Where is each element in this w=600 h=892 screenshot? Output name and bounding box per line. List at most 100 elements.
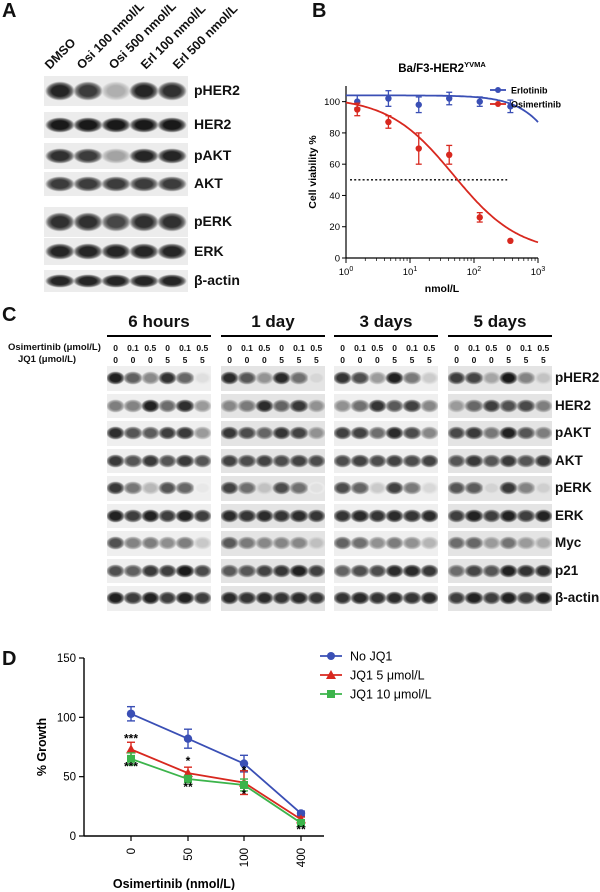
blot-band bbox=[385, 563, 405, 578]
blot-band bbox=[533, 481, 552, 496]
blot-band bbox=[221, 508, 240, 523]
blot-strip bbox=[448, 393, 552, 418]
jq1-dose-label: JQ1 (μmol/L) bbox=[18, 354, 77, 365]
blot-band bbox=[289, 591, 309, 606]
blot-strip bbox=[334, 531, 438, 556]
osi-dose: 0.1 bbox=[468, 343, 480, 353]
blot-band bbox=[73, 176, 103, 192]
blot-band bbox=[175, 371, 195, 386]
blot-band bbox=[367, 426, 387, 441]
blot-band bbox=[350, 426, 370, 441]
x-tick-label: 100 bbox=[239, 848, 251, 867]
x-tick-label: 400 bbox=[296, 848, 308, 867]
blot-band bbox=[306, 398, 325, 413]
blot-band bbox=[157, 147, 187, 165]
blot-band bbox=[45, 116, 75, 134]
jq1-dose: 5 bbox=[392, 355, 398, 365]
jq1-dose: 0 bbox=[374, 355, 380, 365]
blot-band bbox=[272, 453, 292, 468]
blot-band bbox=[499, 398, 519, 413]
blot-band bbox=[157, 212, 187, 232]
chart-title: Ba/F3-HER2YVMA bbox=[398, 60, 486, 75]
blot-band bbox=[101, 81, 131, 101]
blot-band bbox=[464, 481, 484, 496]
legend-label: JQ1 5 μmol/L bbox=[350, 669, 425, 683]
blot-band bbox=[533, 426, 552, 441]
data-point bbox=[183, 734, 193, 743]
blot-band bbox=[107, 536, 126, 551]
blot-band bbox=[419, 398, 438, 413]
blot-band bbox=[221, 481, 240, 496]
blot-band bbox=[402, 591, 422, 606]
growth-chart: 0 50 100 150 0 50 100 400 % Growth Osimertinib (n… bbox=[35, 650, 432, 891]
blot-strip bbox=[221, 586, 325, 611]
blot-strip bbox=[448, 558, 552, 583]
blot-strip bbox=[221, 558, 325, 583]
blot-band bbox=[448, 371, 467, 386]
blot-band bbox=[481, 371, 501, 386]
osi-dose: 0 bbox=[113, 343, 119, 353]
x-tick-label: 103 bbox=[531, 266, 546, 278]
osi-dose: 0.1 bbox=[406, 343, 418, 353]
blot-band bbox=[402, 481, 422, 496]
data-point bbox=[415, 101, 422, 108]
blot-strip bbox=[334, 421, 438, 446]
blot-band bbox=[140, 591, 160, 606]
blot-band bbox=[464, 398, 484, 413]
blot-strip bbox=[221, 503, 325, 528]
y-axis-label: % Growth bbox=[35, 718, 49, 776]
blot-band bbox=[448, 426, 467, 441]
blot-band bbox=[533, 591, 552, 606]
blot-band bbox=[157, 242, 187, 261]
blot-band bbox=[334, 508, 353, 523]
legend-swatch-marker bbox=[326, 670, 336, 679]
blot-band bbox=[175, 398, 195, 413]
osi-dose: 0.5 bbox=[258, 343, 271, 353]
blot-band bbox=[499, 536, 519, 551]
blot-strip bbox=[221, 366, 325, 391]
blot-band bbox=[254, 536, 274, 551]
blot-band bbox=[123, 508, 143, 523]
blot-band bbox=[385, 453, 405, 468]
blot-band bbox=[175, 591, 195, 606]
blot-band bbox=[350, 453, 370, 468]
blot-band bbox=[350, 591, 370, 606]
blot-band bbox=[448, 481, 467, 496]
legend-swatch-marker bbox=[327, 652, 335, 660]
blot-row-label: AKT bbox=[555, 452, 583, 468]
blot-band bbox=[516, 508, 536, 523]
blot-strip bbox=[107, 531, 211, 556]
blot-label: pERK bbox=[194, 213, 233, 229]
significance-stars: ** bbox=[296, 823, 306, 837]
blot-band bbox=[129, 242, 159, 261]
blot-band bbox=[481, 453, 501, 468]
data-point bbox=[446, 95, 453, 102]
blot-band bbox=[350, 536, 370, 551]
blot-band bbox=[237, 453, 257, 468]
data-point bbox=[507, 103, 514, 110]
blot-band bbox=[221, 453, 240, 468]
blot-band bbox=[101, 242, 131, 261]
blot-band bbox=[45, 147, 75, 165]
blot-row-label: ERK bbox=[555, 507, 584, 523]
x-tick-label: 50 bbox=[183, 848, 195, 861]
jq1-dose: 0 bbox=[357, 355, 363, 365]
osi-dose: 0.5 bbox=[144, 343, 157, 353]
blot-band bbox=[533, 371, 552, 386]
blot-band bbox=[499, 591, 519, 606]
blot-band bbox=[158, 371, 178, 386]
blot-label: pAKT bbox=[194, 147, 232, 163]
blot-band bbox=[448, 536, 467, 551]
jq1-dose: 5 bbox=[296, 355, 302, 365]
blot-strip bbox=[107, 448, 211, 473]
blot-band bbox=[402, 536, 422, 551]
blot-band bbox=[45, 81, 75, 101]
osi-dose: 0.5 bbox=[196, 343, 209, 353]
blot-band bbox=[140, 536, 160, 551]
blot-band bbox=[101, 273, 131, 289]
blot-band bbox=[481, 481, 501, 496]
blot-band bbox=[192, 591, 211, 606]
blot-band bbox=[334, 481, 353, 496]
blot-band bbox=[129, 273, 159, 289]
y-axis-label: Cell viability % bbox=[307, 135, 319, 209]
